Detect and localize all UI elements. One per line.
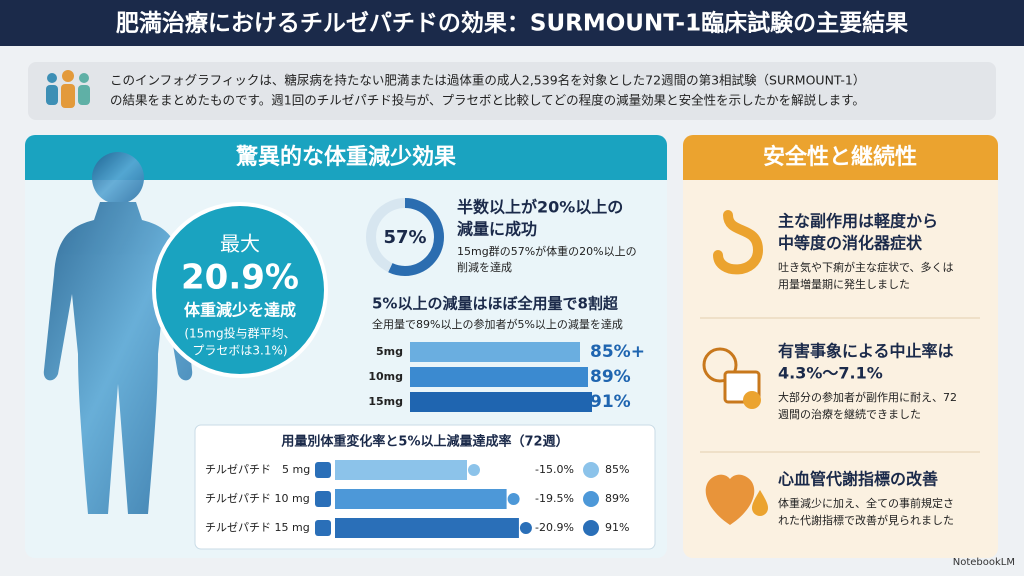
rate-label: 89% xyxy=(605,492,629,505)
heart-icon xyxy=(705,474,768,525)
dose-label: 10mg xyxy=(368,370,403,383)
bar xyxy=(410,342,580,362)
check-icon xyxy=(583,491,599,507)
intro-box xyxy=(28,62,996,120)
footer-brand: NotebookLM xyxy=(953,557,1015,568)
safety-header xyxy=(683,135,998,180)
highlight-line: 20.9% xyxy=(181,258,299,298)
item-title: 心血管代謝指標の改善 xyxy=(778,470,938,489)
check-icon xyxy=(583,462,599,478)
item-desc: 用量増量期に発生しました xyxy=(778,277,910,291)
bar xyxy=(410,392,592,412)
donut-arc xyxy=(366,198,444,276)
donut-title: 減量に成功 xyxy=(457,220,537,239)
people-icon xyxy=(46,70,90,108)
check-icon xyxy=(583,520,599,536)
intro-line: の結果をまとめたものです。週1回のチルゼパチド投与が、プラセボと比較してどの程度… xyxy=(110,93,865,108)
responder-bars: 5%以上の減量はほぼ全用量で8割超全用量で89%以上の参加者が5%以上の減量を達… xyxy=(368,295,645,412)
responders-subtitle: 全用量で89%以上の参加者が5%以上の減量を達成 xyxy=(372,317,623,331)
dose-name: チルゼパチド 5 mg xyxy=(205,463,310,476)
rate-label: 91% xyxy=(605,521,629,534)
scale-icon xyxy=(315,491,331,507)
dose-label: 15mg xyxy=(368,395,403,408)
highlight-line: (15mg投与群平均、 xyxy=(184,326,295,341)
weight-header xyxy=(25,135,667,180)
change-label: -20.9% xyxy=(535,521,574,534)
donut-desc: 15mg群の57%が体重の20%以上の xyxy=(457,244,637,258)
dose-name: チルゼパチド 15 mg xyxy=(205,521,310,534)
change-dot xyxy=(519,522,532,534)
donut-title: 半数以上が20%以上の xyxy=(457,198,623,217)
weight-heading: 驚異的な体重減少効果 xyxy=(236,144,456,170)
dose-table: 用量別体重変化率と5%以上減量達成率（72週） チルゼパチド 5 mg -15.0%… xyxy=(205,434,629,538)
bar xyxy=(410,367,588,387)
change-bar xyxy=(335,460,467,480)
table-title: 用量別体重変化率と5%以上減量達成率（72週） xyxy=(280,434,568,450)
intro-line: このインフォグラフィックは、糖尿病を持たない肥満または過体重の成人2,539名を… xyxy=(110,73,865,88)
stomach-icon xyxy=(713,210,764,275)
dose-label: 5mg xyxy=(376,345,403,358)
value-label: 89% xyxy=(590,367,631,387)
highlight-circle xyxy=(152,202,328,378)
highlight-line: 最大 xyxy=(220,232,260,256)
donut: 57% xyxy=(366,198,444,276)
item-desc: れた代謝指標で改善が見られました xyxy=(778,513,954,527)
change-label: -19.5% xyxy=(535,492,574,505)
table-box xyxy=(194,424,656,550)
calendar-icon xyxy=(702,347,761,409)
change-dot xyxy=(507,493,520,505)
item-desc: 大部分の参加者が副作用に耐え、72 xyxy=(778,390,957,404)
change-bar xyxy=(335,518,519,538)
highlight-line: 体重減少を達成 xyxy=(184,301,296,320)
item-title: 中等度の消化器症状 xyxy=(778,234,923,253)
change-dot xyxy=(468,464,480,476)
item-desc: 週間の治療を継続できました xyxy=(778,407,921,421)
value-label: 85%+ xyxy=(590,342,645,362)
item-desc: 体重減少に加え、全ての事前規定さ xyxy=(778,496,954,510)
highlight-line: プラセボは3.1%) xyxy=(192,344,287,358)
item-title: 主な副作用は軽度から xyxy=(778,212,938,231)
donut-label: 57% xyxy=(383,227,426,248)
item-title: 有害事象による中止率は xyxy=(778,342,954,361)
title: 肥満治療におけるチルゼパチドの効果：SURMOUNT-1臨床試験の主要結果 xyxy=(116,10,908,37)
intro-text: このインフォグラフィックは、糖尿病を持たない肥満または過体重の成人2,539名を… xyxy=(110,73,865,108)
safety-heading: 安全性と継続性 xyxy=(763,144,917,170)
responders-title: 5%以上の減量はほぼ全用量で8割超 xyxy=(372,295,619,313)
safety-items: 主な副作用は軽度から中等度の消化器症状吐き気や下痢が主な症状で、多くは用量増量期… xyxy=(778,212,957,528)
item-title: 4.3%〜7.1% xyxy=(778,364,883,383)
donut-desc: 削減を達成 xyxy=(457,260,512,274)
change-label: -15.0% xyxy=(535,463,574,476)
rate-label: 85% xyxy=(605,463,629,476)
value-label: 91% xyxy=(590,392,631,412)
dose-name: チルゼパチド 10 mg xyxy=(205,492,310,505)
scale-icon xyxy=(315,462,331,478)
header-bar xyxy=(0,0,1024,46)
change-bar xyxy=(335,489,507,509)
item-desc: 吐き気や下痢が主な症状で、多くは xyxy=(778,260,954,274)
scale-icon xyxy=(315,520,331,536)
